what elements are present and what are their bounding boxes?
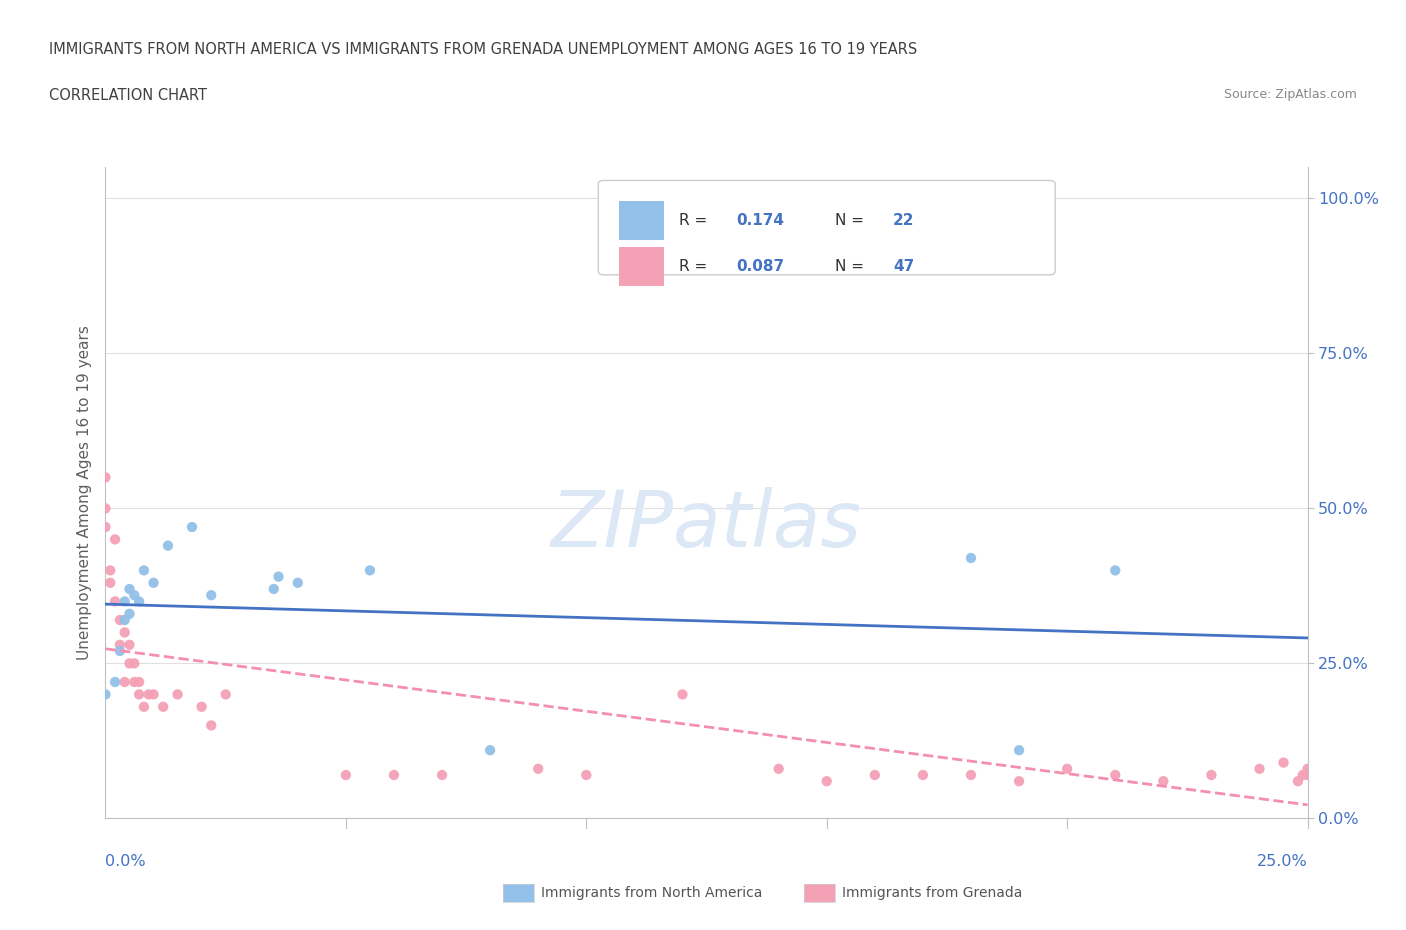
- Point: [1008, 743, 1031, 758]
- Text: 47: 47: [893, 259, 914, 273]
- FancyBboxPatch shape: [619, 201, 665, 240]
- Point: [1201, 767, 1223, 782]
- Text: Immigrants from North America: Immigrants from North America: [541, 885, 762, 900]
- Point: [768, 762, 790, 777]
- Point: [1104, 767, 1126, 782]
- Point: [527, 762, 550, 777]
- Point: [863, 767, 886, 782]
- Point: [190, 699, 212, 714]
- Point: [98, 563, 121, 578]
- Text: CORRELATION CHART: CORRELATION CHART: [49, 88, 207, 103]
- Point: [287, 576, 309, 591]
- Point: [94, 687, 117, 702]
- Text: 0.087: 0.087: [737, 259, 785, 273]
- Point: [118, 656, 141, 671]
- Point: [124, 588, 146, 603]
- Point: [104, 674, 127, 689]
- Point: [94, 501, 117, 516]
- Text: 0.174: 0.174: [737, 213, 785, 228]
- Point: [94, 520, 117, 535]
- Point: [118, 606, 141, 621]
- Point: [128, 687, 150, 702]
- Point: [128, 594, 150, 609]
- Point: [214, 687, 236, 702]
- Point: [94, 470, 117, 485]
- Point: [166, 687, 188, 702]
- Point: [263, 581, 285, 596]
- Point: [335, 767, 357, 782]
- Text: R =: R =: [679, 259, 711, 273]
- Point: [124, 656, 146, 671]
- Point: [815, 774, 838, 789]
- Point: [181, 520, 204, 535]
- Point: [960, 551, 983, 565]
- Point: [1292, 767, 1315, 782]
- Point: [124, 674, 146, 689]
- Point: [128, 674, 150, 689]
- Point: [479, 743, 502, 758]
- Point: [108, 613, 131, 628]
- Point: [1056, 762, 1078, 777]
- Text: Immigrants from Grenada: Immigrants from Grenada: [842, 885, 1022, 900]
- Point: [114, 594, 136, 609]
- Point: [575, 767, 598, 782]
- Text: N =: N =: [835, 259, 869, 273]
- Point: [108, 644, 131, 658]
- Point: [1249, 762, 1271, 777]
- Point: [152, 699, 174, 714]
- Text: 0.0%: 0.0%: [105, 854, 146, 870]
- Point: [382, 767, 405, 782]
- Point: [911, 767, 934, 782]
- Point: [114, 674, 136, 689]
- Text: ZIPatlas: ZIPatlas: [551, 487, 862, 564]
- FancyBboxPatch shape: [619, 246, 665, 286]
- Point: [114, 613, 136, 628]
- Text: R =: R =: [679, 213, 711, 228]
- Point: [359, 563, 381, 578]
- Point: [114, 625, 136, 640]
- Y-axis label: Unemployment Among Ages 16 to 19 years: Unemployment Among Ages 16 to 19 years: [76, 326, 91, 660]
- Text: IMMIGRANTS FROM NORTH AMERICA VS IMMIGRANTS FROM GRENADA UNEMPLOYMENT AMONG AGES: IMMIGRANTS FROM NORTH AMERICA VS IMMIGRA…: [49, 42, 918, 57]
- Text: N =: N =: [835, 213, 869, 228]
- Point: [108, 637, 131, 652]
- Point: [1152, 774, 1174, 789]
- Text: Source: ZipAtlas.com: Source: ZipAtlas.com: [1223, 88, 1357, 101]
- Point: [118, 581, 141, 596]
- Point: [132, 563, 155, 578]
- Point: [267, 569, 290, 584]
- Point: [430, 767, 453, 782]
- Point: [1008, 774, 1031, 789]
- Point: [104, 594, 127, 609]
- Point: [156, 538, 179, 553]
- Point: [98, 576, 121, 591]
- Point: [200, 588, 222, 603]
- Point: [118, 637, 141, 652]
- Point: [1272, 755, 1295, 770]
- Point: [142, 687, 165, 702]
- FancyBboxPatch shape: [599, 180, 1054, 275]
- Point: [132, 699, 155, 714]
- Point: [1296, 762, 1319, 777]
- Text: 22: 22: [893, 213, 914, 228]
- Point: [138, 687, 160, 702]
- Point: [1286, 774, 1309, 789]
- Point: [200, 718, 222, 733]
- Point: [960, 767, 983, 782]
- Point: [671, 687, 693, 702]
- Point: [142, 576, 165, 591]
- Point: [104, 532, 127, 547]
- Point: [1104, 563, 1126, 578]
- Point: [1296, 767, 1319, 782]
- Text: 25.0%: 25.0%: [1257, 854, 1308, 870]
